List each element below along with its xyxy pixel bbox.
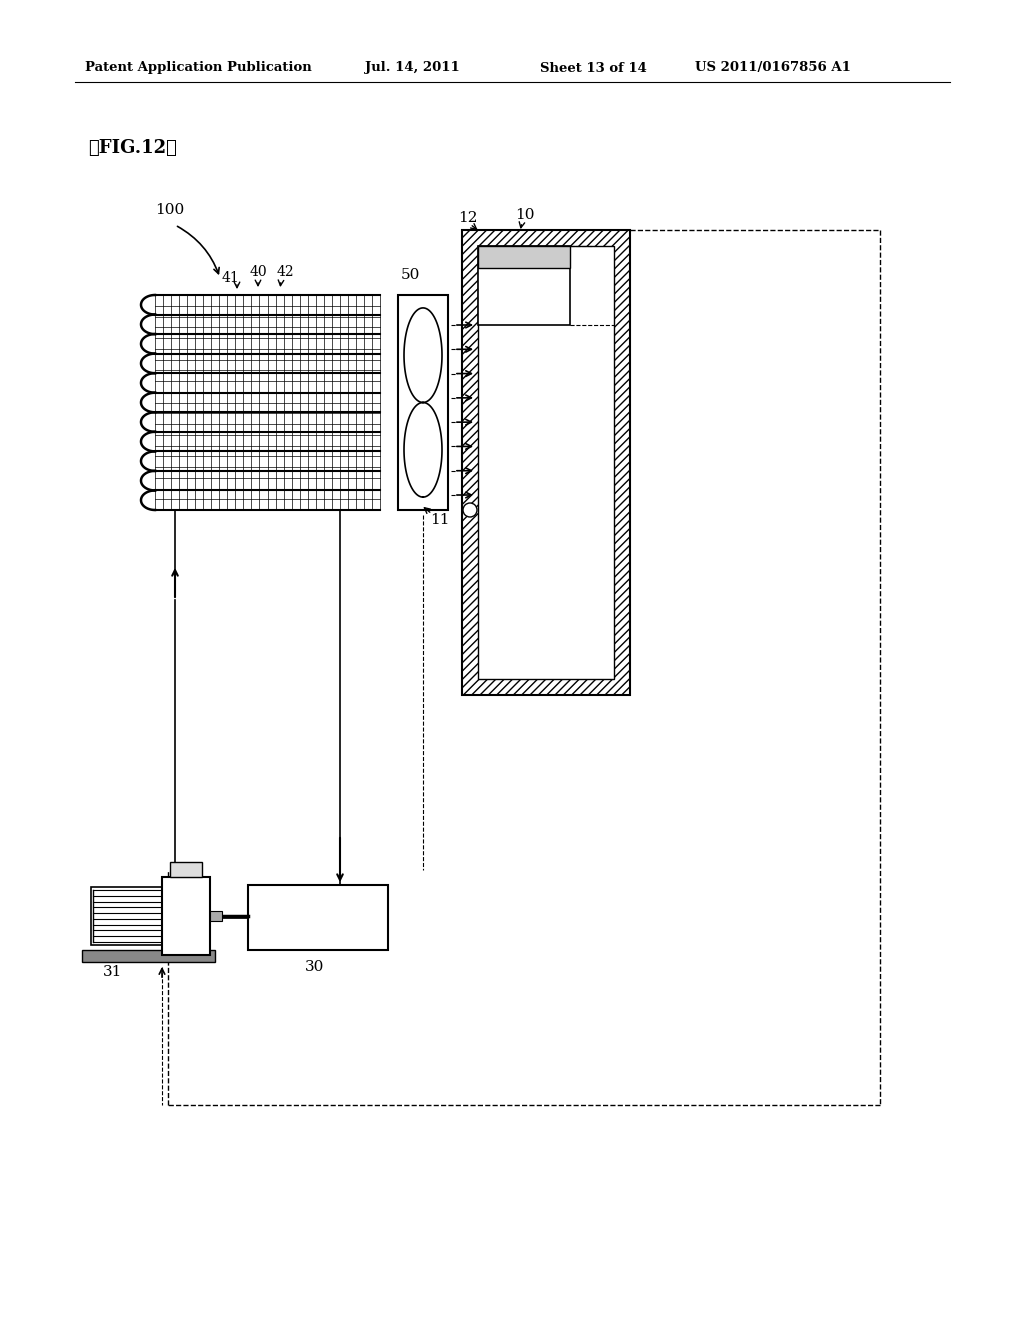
Text: Patent Application Publication: Patent Application Publication xyxy=(85,62,311,74)
Text: 42: 42 xyxy=(276,265,294,279)
Bar xyxy=(398,294,449,510)
Bar xyxy=(162,876,210,954)
Bar xyxy=(478,246,614,678)
Text: Sheet 13 of 14: Sheet 13 of 14 xyxy=(540,62,647,74)
Text: 10: 10 xyxy=(515,209,535,222)
Bar xyxy=(82,950,215,962)
Text: 30: 30 xyxy=(305,960,325,974)
Bar xyxy=(170,862,202,876)
Text: 12: 12 xyxy=(459,211,478,224)
Text: 「FIG.12」: 「FIG.12」 xyxy=(88,139,177,157)
Text: 100: 100 xyxy=(155,203,184,216)
Bar xyxy=(478,246,570,325)
Text: 50: 50 xyxy=(400,268,420,282)
Text: 41: 41 xyxy=(221,271,239,285)
Text: US 2011/0167856 A1: US 2011/0167856 A1 xyxy=(695,62,851,74)
Bar xyxy=(91,887,164,945)
Bar xyxy=(210,911,222,921)
Circle shape xyxy=(463,503,477,517)
Bar xyxy=(462,230,630,696)
Text: 31: 31 xyxy=(103,965,123,979)
Bar xyxy=(478,246,570,268)
Text: 11: 11 xyxy=(430,513,450,527)
Bar xyxy=(248,884,388,950)
Text: Jul. 14, 2011: Jul. 14, 2011 xyxy=(365,62,460,74)
Text: 40: 40 xyxy=(249,265,267,279)
